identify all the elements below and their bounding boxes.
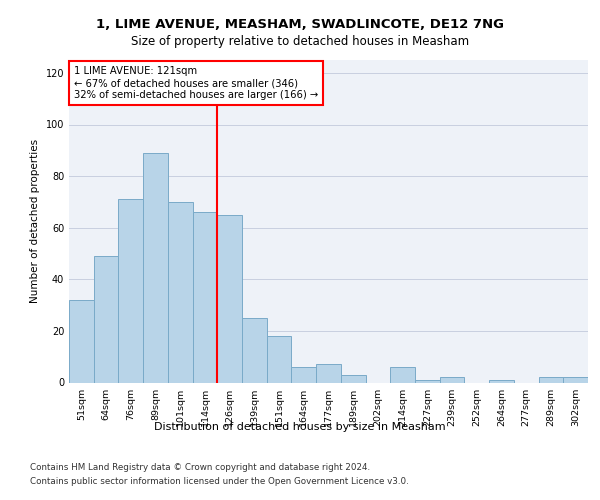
Bar [415,380,440,382]
Y-axis label: Number of detached properties: Number of detached properties [30,139,40,304]
Text: 1, LIME AVENUE, MEASHAM, SWADLINCOTE, DE12 7NG: 1, LIME AVENUE, MEASHAM, SWADLINCOTE, DE… [96,18,504,30]
Text: Contains public sector information licensed under the Open Government Licence v3: Contains public sector information licen… [30,478,409,486]
Bar [193,212,217,382]
Bar [217,215,242,382]
Text: 1 LIME AVENUE: 121sqm
← 67% of detached houses are smaller (346)
32% of semi-det: 1 LIME AVENUE: 121sqm ← 67% of detached … [74,66,319,100]
Bar [143,153,168,382]
Text: Contains HM Land Registry data © Crown copyright and database right 2024.: Contains HM Land Registry data © Crown c… [30,462,370,471]
Text: Distribution of detached houses by size in Measham: Distribution of detached houses by size … [154,422,446,432]
Bar [94,256,118,382]
Bar [168,202,193,382]
Bar [440,378,464,382]
Bar [390,367,415,382]
Bar [242,318,267,382]
Bar [489,380,514,382]
Bar [539,378,563,382]
Bar [341,375,365,382]
Bar [563,378,588,382]
Text: Size of property relative to detached houses in Measham: Size of property relative to detached ho… [131,35,469,48]
Bar [69,300,94,382]
Bar [118,200,143,382]
Bar [267,336,292,382]
Bar [292,367,316,382]
Bar [316,364,341,382]
